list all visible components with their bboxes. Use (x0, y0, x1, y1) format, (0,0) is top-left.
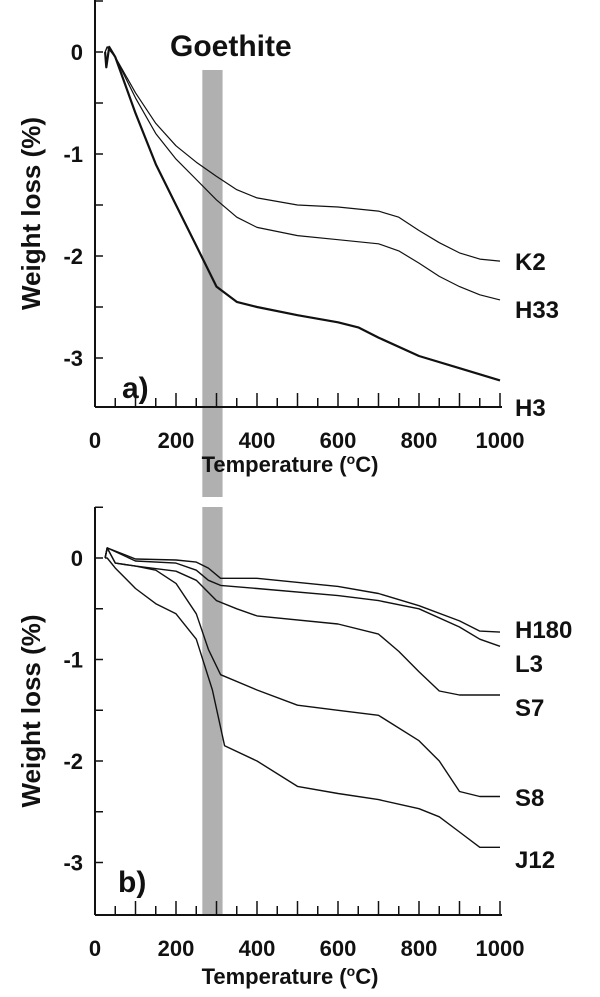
panel-label: a) (122, 372, 149, 405)
x-tick-label: 0 (89, 936, 101, 961)
goethite-band-1 (202, 507, 223, 915)
panel-label: b) (118, 866, 146, 899)
x-axis-label: Temperature (oC) (202, 451, 379, 477)
y-tick-label: -1 (63, 648, 83, 673)
series-line-k2 (104, 46, 501, 262)
x-axis-label-post: C) (355, 452, 378, 477)
x-tick-label: 400 (239, 428, 276, 453)
series-label-h180: H180 (515, 617, 572, 644)
series-line-l3 (104, 547, 501, 647)
y-tick-label: 0 (71, 40, 83, 65)
series-label-h33: H33 (515, 297, 559, 324)
y-tick-label: -3 (63, 346, 83, 371)
y-tick-label: -3 (63, 851, 83, 876)
y-axis-label: Weight loss (%) (16, 614, 46, 807)
y-tick-label: -1 (63, 142, 83, 167)
series-line-h3 (104, 45, 501, 382)
series-label-j12: J12 (515, 847, 555, 874)
goethite-band-label: Goethite (170, 30, 292, 63)
x-tick-label: 800 (401, 428, 438, 453)
series-line-h33 (104, 46, 501, 301)
series-label-s7: S7 (515, 695, 544, 722)
series-line-h180 (104, 547, 501, 633)
x-tick-label: 1000 (476, 936, 525, 961)
x-tick-label: 200 (158, 428, 195, 453)
goethite-band-0 (202, 70, 223, 497)
x-axis-label-degree: o (347, 451, 356, 467)
x-tick-label: 800 (401, 936, 438, 961)
x-axis-label-degree: o (347, 963, 356, 979)
x-tick-label: 600 (320, 428, 357, 453)
x-axis-label-pre: Temperature ( (202, 452, 348, 477)
series-label-l3: L3 (515, 651, 543, 678)
x-tick-label: 0 (89, 428, 101, 453)
panel-1: 0 -1 -2 -3 0 200 400 600 800 1000 Temperature (oC)… (16, 506, 572, 989)
x-axis-label: Temperature (oC) (202, 963, 379, 989)
series-line-s7 (104, 547, 500, 696)
x-tick-label: 1000 (476, 428, 525, 453)
y-tick-label: -2 (63, 244, 83, 269)
series-line-j12 (105, 557, 500, 848)
panel-0: 0 -1 -2 -3 0 200 400 600 800 1000 Temperature (oC)… (16, 0, 559, 477)
x-tick-label: 200 (158, 936, 195, 961)
y-tick-label: -2 (63, 749, 83, 774)
series-label-k2: K2 (515, 249, 546, 276)
x-axis-label-post: C) (355, 964, 378, 989)
x-tick-label: 400 (239, 936, 276, 961)
series-label-s8: S8 (515, 785, 544, 812)
x-axis-label-pre: Temperature ( (202, 964, 348, 989)
series-label-h3: H3 (515, 395, 546, 422)
y-axis-label: Weight loss (%) (16, 117, 46, 310)
y-tick-label: 0 (71, 546, 83, 571)
x-tick-label: 600 (320, 936, 357, 961)
series-line-s8 (104, 547, 500, 798)
